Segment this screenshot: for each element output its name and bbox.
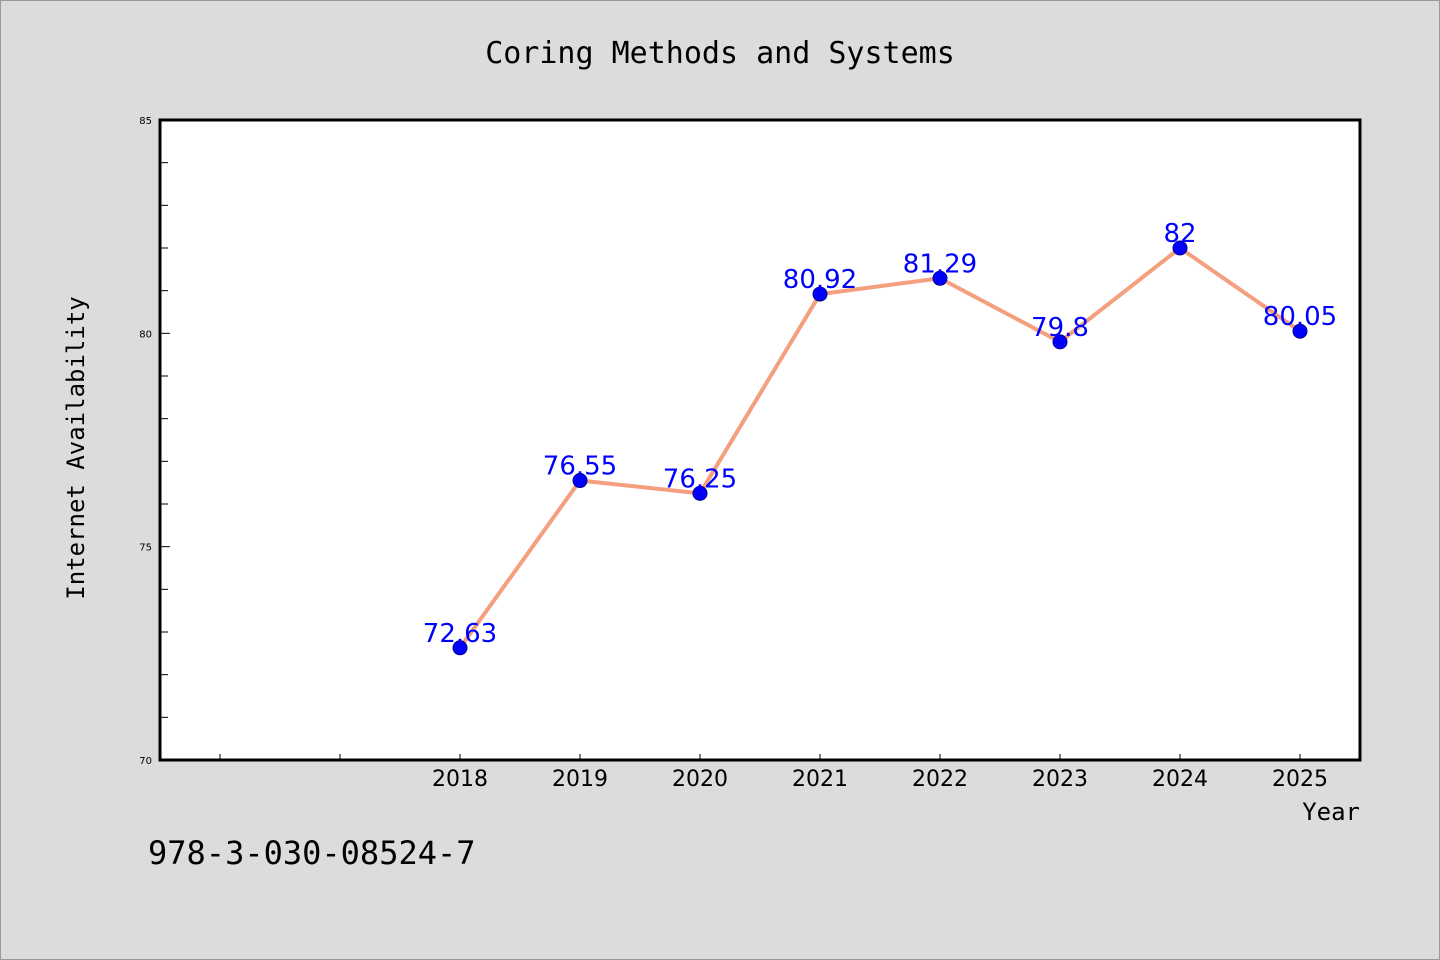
data-point	[452, 640, 468, 656]
y-tick-label: 80	[139, 329, 152, 340]
x-tick-label: 2024	[1152, 767, 1208, 792]
data-point	[932, 270, 948, 286]
data-label: 81.29	[903, 249, 977, 279]
x-tick-label: 2021	[792, 767, 848, 792]
data-label: 80.92	[783, 265, 857, 295]
x-tick-label: 2019	[552, 767, 608, 792]
series: 72.63 76.55 76.25 80.92 81.29 79.8 82 80.05	[423, 219, 1337, 656]
chart-title: Coring Methods and Systems	[485, 36, 955, 71]
data-point	[572, 473, 588, 489]
isbn-text: 978-3-030-08524-7	[148, 834, 476, 872]
y-tick-label: 75	[139, 543, 152, 554]
data-point	[1172, 240, 1188, 256]
x-tick-label: 2020	[672, 767, 728, 792]
series-line	[458, 246, 1302, 650]
data-label: 79.8	[1031, 313, 1089, 343]
data-label: 76.25	[663, 464, 737, 494]
data-point	[1292, 323, 1308, 339]
plot-area	[160, 120, 1360, 760]
x-tick-label: 2023	[1032, 767, 1088, 792]
x-tick-label: 2018	[432, 767, 488, 792]
data-point	[692, 485, 708, 501]
data-label: 80.05	[1263, 302, 1337, 332]
plot-border	[158, 118, 1362, 762]
data-label: 72.63	[423, 619, 497, 649]
x-axis-label: Year	[1302, 798, 1360, 826]
x-tick-label: 2025	[1272, 767, 1328, 792]
data-label: 82	[1163, 219, 1196, 249]
data-label: 76.55	[543, 452, 617, 482]
y-axis-label: Internet Availability	[62, 296, 90, 599]
x-tick-label: 2022	[912, 767, 968, 792]
data-point	[812, 286, 828, 302]
y-tick-label: 85	[139, 116, 152, 127]
data-point	[1052, 334, 1068, 350]
x-axis: 2018 2019 2020 2021 2022 2023 2024 2025	[219, 754, 1328, 792]
y-tick-label: 70	[139, 756, 152, 767]
